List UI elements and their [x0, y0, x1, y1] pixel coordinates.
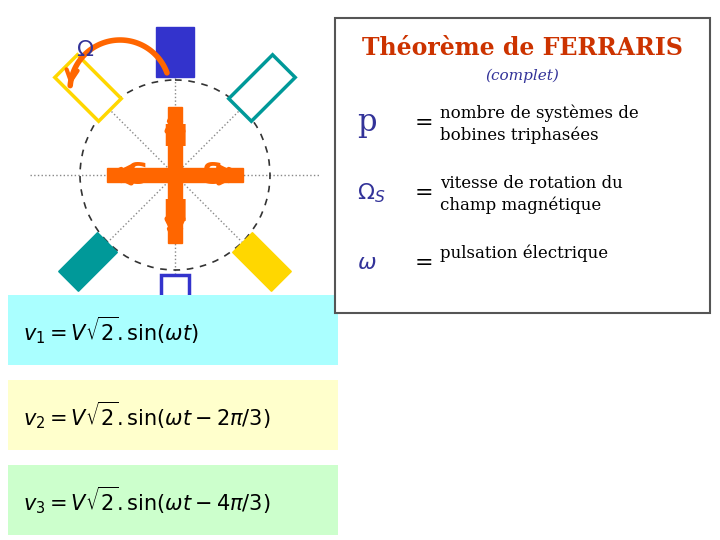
- Polygon shape: [8, 295, 338, 365]
- Text: S: S: [127, 160, 148, 190]
- Text: vitesse de rotation du: vitesse de rotation du: [440, 174, 623, 192]
- Polygon shape: [55, 55, 121, 122]
- Polygon shape: [168, 106, 182, 244]
- Text: $\omega$: $\omega$: [357, 253, 377, 273]
- Polygon shape: [335, 18, 710, 313]
- Text: bobines triphasées: bobines triphasées: [440, 126, 598, 144]
- Polygon shape: [156, 27, 194, 77]
- Text: $v_1 = V\sqrt{2}.\sin(\omega t)$: $v_1 = V\sqrt{2}.\sin(\omega t)$: [23, 314, 199, 346]
- Text: $\Omega$: $\Omega$: [76, 40, 94, 60]
- Polygon shape: [8, 465, 338, 535]
- Text: $v_2 = V\sqrt{2}.\sin(\omega t - 2\pi/3)$: $v_2 = V\sqrt{2}.\sin(\omega t - 2\pi/3)…: [23, 399, 271, 431]
- Polygon shape: [161, 275, 189, 321]
- Text: pulsation électrique: pulsation électrique: [440, 244, 608, 262]
- Text: S: S: [202, 160, 224, 190]
- Text: N: N: [162, 198, 188, 227]
- Text: $v_3 = V\sqrt{2}.\sin(\omega t - 4\pi/3)$: $v_3 = V\sqrt{2}.\sin(\omega t - 4\pi/3)…: [23, 484, 271, 516]
- Text: N: N: [162, 123, 188, 152]
- Text: $\Omega_S$: $\Omega_S$: [357, 181, 385, 205]
- Polygon shape: [229, 55, 295, 122]
- Text: =: =: [415, 253, 433, 273]
- Text: =: =: [415, 183, 433, 203]
- Text: Théorème de FERRARIS: Théorème de FERRARIS: [362, 36, 683, 60]
- Text: champ magnétique: champ magnétique: [440, 196, 601, 214]
- Polygon shape: [8, 380, 338, 450]
- Text: p: p: [357, 107, 377, 138]
- Polygon shape: [233, 233, 292, 291]
- Text: (complet): (complet): [485, 69, 559, 83]
- Text: =: =: [415, 113, 433, 133]
- Polygon shape: [59, 233, 117, 291]
- Text: nombre de systèmes de: nombre de systèmes de: [440, 104, 639, 122]
- Polygon shape: [107, 168, 243, 182]
